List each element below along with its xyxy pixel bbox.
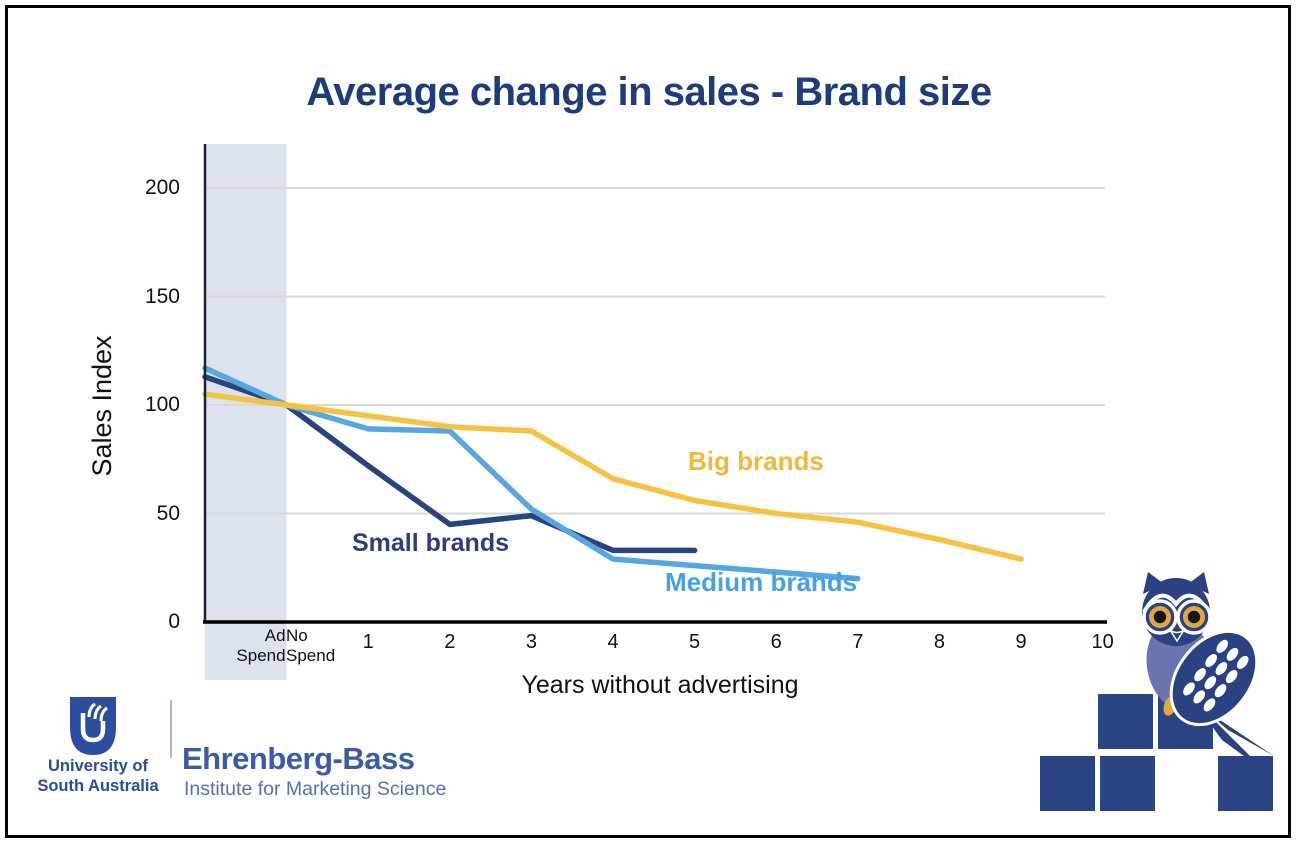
unisa-shield-logo-icon [70,697,116,755]
y-tick-label: 50 [156,501,180,525]
y-tick-label: 100 [144,393,180,416]
x-tick-label: 4 [607,631,619,653]
series-label-big-brands: Big brands [688,446,824,476]
x-tick-label: 3 [525,631,537,653]
x-tick-label: 6 [770,631,782,653]
series-label-small-brands: Small brands [352,529,509,557]
x-tick-label: 7 [852,631,864,653]
series-line-medium-brands [202,365,861,582]
x-tick-label: 2 [444,631,456,653]
x-tick-label: 10 [1091,631,1114,653]
owl-mascot-and-squares [1040,572,1274,811]
x-tick-label: 5 [689,631,701,653]
x-axis-title: Years without advertising [521,671,799,699]
x-tick-label: 1 [362,631,374,653]
series-label-medium-brands: Medium brands [665,567,858,597]
x-tick-label: No Spend [286,626,336,666]
x-tick-label: Ad Spend [236,626,286,666]
university-name-line2: South Australia [37,777,159,795]
university-name-line1: University of [48,757,148,775]
slide-border [5,5,1291,838]
x-tick-label: 8 [933,631,945,653]
logo-divider [170,700,172,758]
institute-tagline: Institute for Marketing Science [184,778,447,800]
x-tick-label: 9 [1015,631,1027,653]
y-tick-label: 150 [144,284,180,308]
y-tick-label: 200 [144,176,180,199]
y-axis-title: Sales Index [87,335,117,477]
y-tick-label: 0 [168,610,180,633]
institute-name: Ehrenberg-Bass [182,741,415,776]
series-line-big-brands [202,391,1024,562]
university-name: University of South Australia [28,756,168,796]
chart-title: Average change in sales - Brand size [306,70,992,114]
ad-spend-shaded-region [205,144,287,680]
logo-squares-icon [1040,694,1273,811]
owl-icon [1142,572,1274,772]
